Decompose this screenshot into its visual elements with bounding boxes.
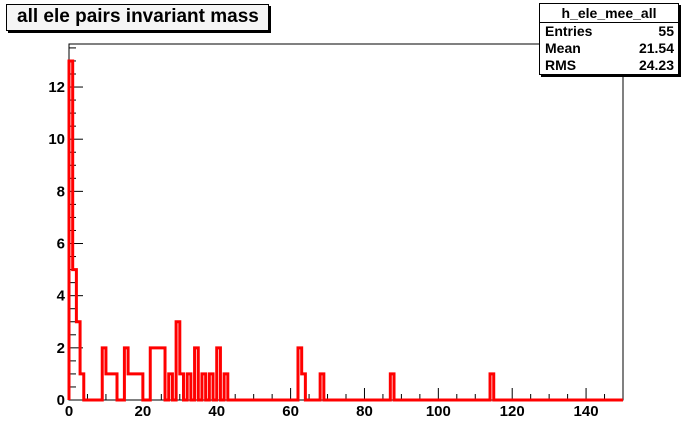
chart-title: all ele pairs invariant mass xyxy=(6,4,269,31)
x-axis-labels: 0 20 40 60 80 100 120 140 xyxy=(65,403,599,420)
stats-label: RMS xyxy=(545,57,577,73)
stats-box: h_ele_mee_all Entries 55 Mean 21.54 RMS … xyxy=(539,3,679,75)
x-tick-label: 100 xyxy=(426,403,451,420)
stats-row-mean: Mean 21.54 xyxy=(540,40,678,57)
y-tick-label: 4 xyxy=(57,288,66,305)
stats-value: 21.54 xyxy=(638,40,674,56)
y-tick-label: 12 xyxy=(48,79,65,96)
x-tick-label: 60 xyxy=(282,403,299,420)
stats-label: Entries xyxy=(545,23,593,39)
stats-row-rms: RMS 24.23 xyxy=(540,57,678,74)
x-tick-label: 20 xyxy=(135,403,152,420)
stats-value: 55 xyxy=(658,23,674,39)
stats-label: Mean xyxy=(545,40,581,56)
stats-value: 24.23 xyxy=(638,57,674,73)
stats-row-entries: Entries 55 xyxy=(540,23,678,40)
y-tick-label: 8 xyxy=(57,183,65,200)
y-axis-labels: 0 2 4 6 8 10 12 xyxy=(48,79,65,409)
histogram-line xyxy=(67,59,623,402)
y-tick-label: 10 xyxy=(48,131,65,148)
x-tick-label: 40 xyxy=(208,403,225,420)
x-tick-label: 120 xyxy=(500,403,525,420)
stats-histogram-name: h_ele_mee_all xyxy=(540,4,678,23)
x-tick-label: 80 xyxy=(356,403,373,420)
x-tick-label: 0 xyxy=(65,403,73,420)
x-tick-label: 140 xyxy=(574,403,599,420)
y-tick-label: 6 xyxy=(57,236,65,253)
y-tick-label: 0 xyxy=(57,392,65,409)
y-tick-label: 2 xyxy=(57,340,65,357)
